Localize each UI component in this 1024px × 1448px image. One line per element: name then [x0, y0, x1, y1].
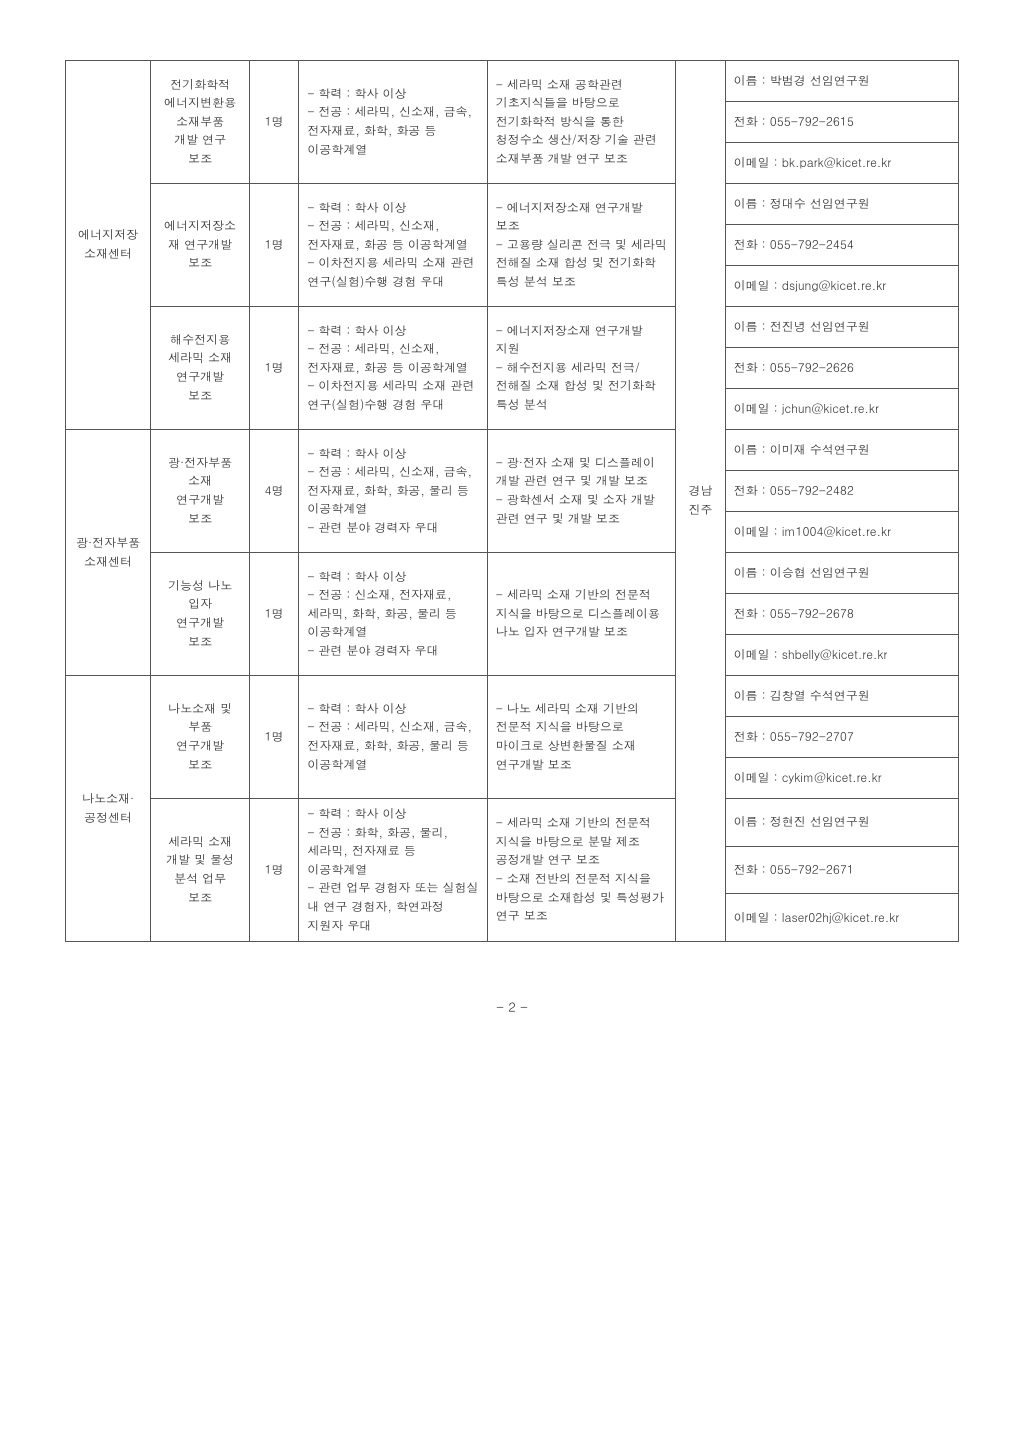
contact-tel-cell: 전화 : 055-792-2678: [725, 594, 958, 635]
contact-email-cell: 이메일 : laser02hj@kicet.re.kr: [725, 894, 958, 942]
qualification-cell: - 학력 : 학사 이상- 전공 : 세라믹, 신소재, 전자재료, 화공 등 …: [299, 184, 487, 307]
qualification-cell: - 학력 : 학사 이상- 전공 : 신소재, 전자재료, 세라믹, 화학, 화…: [299, 553, 487, 676]
qualification-cell: - 학력 : 학사 이상- 전공 : 세라믹, 신소재, 금속, 전자재료, 화…: [299, 61, 487, 184]
center-cell: 나노소재·공정센터: [66, 676, 151, 942]
contact-tel-cell: 전화 : 055-792-2454: [725, 225, 958, 266]
table-row: 나노소재·공정센터나노소재 및부품연구개발보조1명- 학력 : 학사 이상- 전…: [66, 676, 959, 717]
description-cell: - 세라믹 소재 공학관련 기초지식들을 바탕으로 전기화학적 방식을 통한 청…: [487, 61, 675, 184]
contact-tel-cell: 전화 : 055-792-2707: [725, 717, 958, 758]
contact-tel-cell: 전화 : 055-792-2482: [725, 471, 958, 512]
description-cell: - 에너지저장소재 연구개발 보조- 고용량 실리콘 전극 및 세라믹 전해질 …: [487, 184, 675, 307]
contact-email-cell: 이메일 : shbelly@kicet.re.kr: [725, 635, 958, 676]
qualification-cell: - 학력 : 학사 이상- 전공 : 화학, 화공, 물리, 세라믹, 전자재료…: [299, 799, 487, 942]
contact-name-cell: 이름 : 정대수 선임연구원: [725, 184, 958, 225]
contact-name-cell: 이름 : 이미재 수석연구원: [725, 430, 958, 471]
table-row: 에너지저장소재 연구개발보조1명- 학력 : 학사 이상- 전공 : 세라믹, …: [66, 184, 959, 225]
field-cell: 해수전지용세라믹 소재연구개발보조: [151, 307, 250, 430]
page-number: - 2 -: [65, 997, 959, 1016]
count-cell: 1명: [249, 799, 298, 942]
count-cell: 1명: [249, 61, 298, 184]
contact-email-cell: 이메일 : bk.park@kicet.re.kr: [725, 143, 958, 184]
contact-tel-cell: 전화 : 055-792-2671: [725, 846, 958, 894]
table-body: 에너지저장소재센터전기화학적에너지변환용소재부품개발 연구보조1명- 학력 : …: [66, 61, 959, 942]
field-cell: 기능성 나노입자연구개발보조: [151, 553, 250, 676]
contact-name-cell: 이름 : 전진녕 선임연구원: [725, 307, 958, 348]
contact-name-cell: 이름 : 이승협 선임연구원: [725, 553, 958, 594]
contact-email-cell: 이메일 : im1004@kicet.re.kr: [725, 512, 958, 553]
description-cell: - 세라믹 소재 기반의 전문적 지식을 바탕으로 디스플레이용 나노 입자 연…: [487, 553, 675, 676]
field-cell: 세라믹 소재개발 및 물성분석 업무보조: [151, 799, 250, 942]
table-row: 세라믹 소재개발 및 물성분석 업무보조1명- 학력 : 학사 이상- 전공 :…: [66, 799, 959, 847]
table-row: 기능성 나노입자연구개발보조1명- 학력 : 학사 이상- 전공 : 신소재, …: [66, 553, 959, 594]
location-cell: 경남진주: [676, 61, 725, 942]
count-cell: 4명: [249, 430, 298, 553]
table-row: 해수전지용세라믹 소재연구개발보조1명- 학력 : 학사 이상- 전공 : 세라…: [66, 307, 959, 348]
description-cell: - 나노 세라믹 소재 기반의 전문적 지식을 바탕으로 마이크로 상변환물질 …: [487, 676, 675, 799]
field-cell: 나노소재 및부품연구개발보조: [151, 676, 250, 799]
center-cell: 광·전자부품소재센터: [66, 430, 151, 676]
count-cell: 1명: [249, 676, 298, 799]
table-row: 에너지저장소재센터전기화학적에너지변환용소재부품개발 연구보조1명- 학력 : …: [66, 61, 959, 102]
contact-name-cell: 이름 : 박범경 선임연구원: [725, 61, 958, 102]
field-cell: 에너지저장소재 연구개발보조: [151, 184, 250, 307]
contact-name-cell: 이름 : 김창열 수석연구원: [725, 676, 958, 717]
field-cell: 광·전자부품소재연구개발보조: [151, 430, 250, 553]
table-row: 광·전자부품소재센터광·전자부품소재연구개발보조4명- 학력 : 학사 이상- …: [66, 430, 959, 471]
contact-email-cell: 이메일 : jchun@kicet.re.kr: [725, 389, 958, 430]
count-cell: 1명: [249, 184, 298, 307]
qualification-cell: - 학력 : 학사 이상- 전공 : 세라믹, 신소재, 전자재료, 화공 등 …: [299, 307, 487, 430]
recruitment-table: 에너지저장소재센터전기화학적에너지변환용소재부품개발 연구보조1명- 학력 : …: [65, 60, 959, 942]
description-cell: - 세라믹 소재 기반의 전문적 지식을 바탕으로 분말 제조 공정개발 연구 …: [487, 799, 675, 942]
count-cell: 1명: [249, 553, 298, 676]
contact-tel-cell: 전화 : 055-792-2615: [725, 102, 958, 143]
count-cell: 1명: [249, 307, 298, 430]
field-cell: 전기화학적에너지변환용소재부품개발 연구보조: [151, 61, 250, 184]
qualification-cell: - 학력 : 학사 이상- 전공 : 세라믹, 신소재, 금속, 전자재료, 화…: [299, 676, 487, 799]
description-cell: - 에너지저장소재 연구개발 지원- 해수전지용 세라믹 전극/전해질 소재 합…: [487, 307, 675, 430]
qualification-cell: - 학력 : 학사 이상- 전공 : 세라믹, 신소재, 금속, 전자재료, 화…: [299, 430, 487, 553]
contact-email-cell: 이메일 : dsjung@kicet.re.kr: [725, 266, 958, 307]
description-cell: - 광·전자 소재 및 디스플레이 개발 관련 연구 및 개발 보조- 광학센서…: [487, 430, 675, 553]
center-cell: 에너지저장소재센터: [66, 61, 151, 430]
contact-email-cell: 이메일 : cykim@kicet.re.kr: [725, 758, 958, 799]
contact-name-cell: 이름 : 정현진 선임연구원: [725, 799, 958, 847]
contact-tel-cell: 전화 : 055-792-2626: [725, 348, 958, 389]
